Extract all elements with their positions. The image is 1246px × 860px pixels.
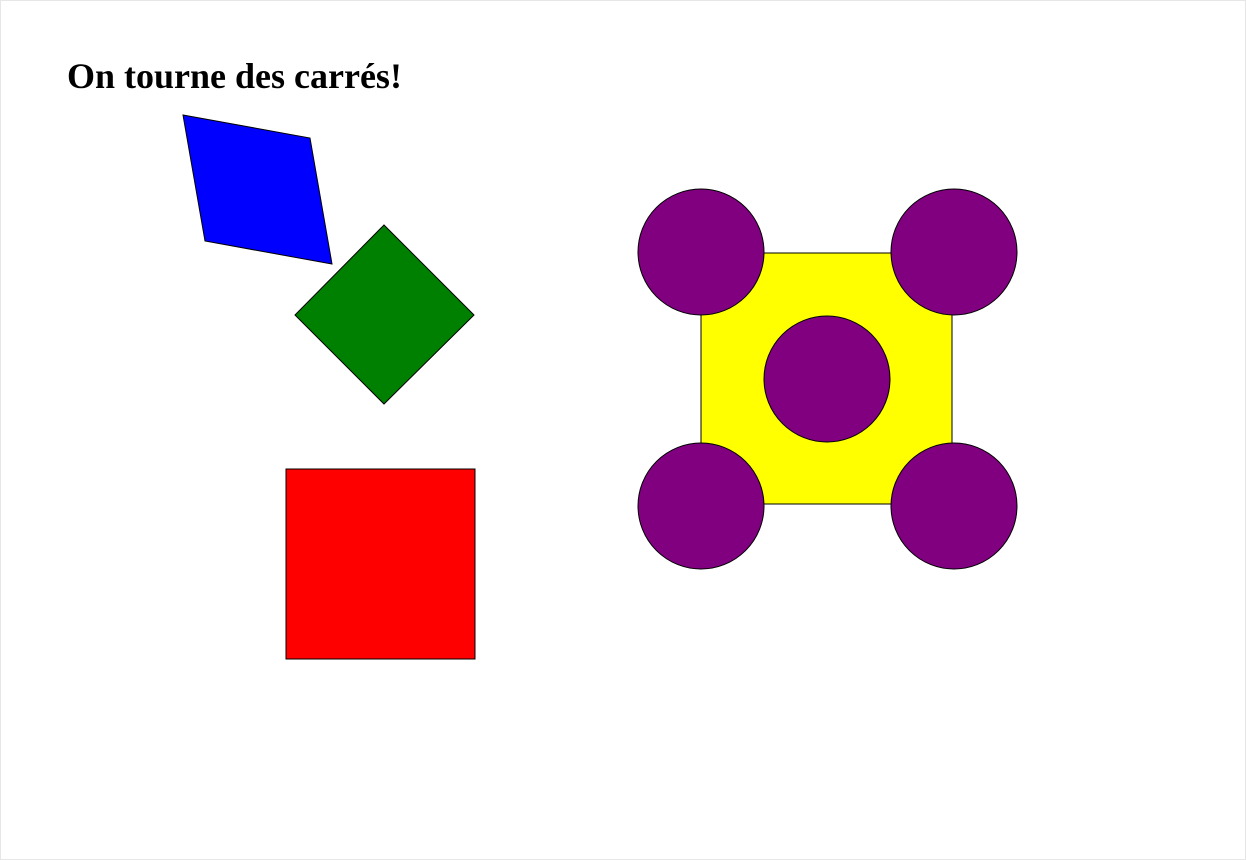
- purple-circle-bottom-left: [637, 442, 765, 570]
- green-diamond-square: [294, 224, 475, 405]
- purple-circle-bottom-right: [890, 442, 1018, 570]
- purple-circle-top-left: [637, 188, 765, 316]
- page-title: On tourne des carrés!: [67, 56, 402, 96]
- dice-figure: [637, 188, 1018, 570]
- purple-circle-top-right: [890, 188, 1018, 316]
- blue-rotated-square: [182, 114, 333, 265]
- purple-circle-center: [763, 315, 891, 443]
- red-square: [285, 468, 476, 660]
